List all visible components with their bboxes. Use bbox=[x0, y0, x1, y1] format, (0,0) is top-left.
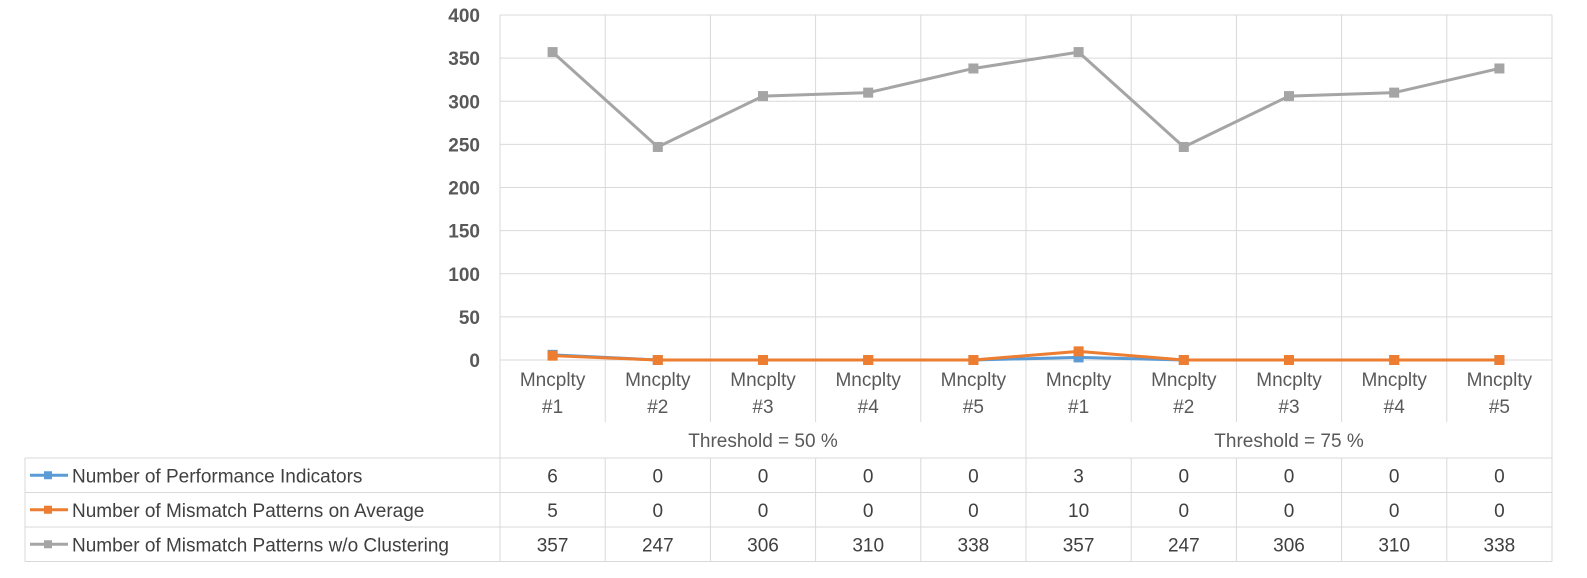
x-category-label: Mncplty #2 bbox=[1151, 370, 1217, 418]
y-tick-label: 0 bbox=[469, 351, 480, 372]
x-category-label: Mncplty #2 bbox=[625, 370, 691, 418]
table-cell-value: 0 bbox=[1284, 501, 1295, 522]
data-point-marker bbox=[758, 355, 768, 365]
series-line bbox=[552, 349, 1500, 362]
x-category-label: Mncplty #1 bbox=[1046, 370, 1112, 418]
legend-series-name: Number of Mismatch Patterns on Average bbox=[72, 501, 424, 522]
data-point-marker bbox=[968, 355, 979, 365]
y-tick-label: 300 bbox=[448, 92, 480, 113]
table-cell-value: 0 bbox=[1494, 466, 1505, 487]
data-point-marker bbox=[1178, 141, 1189, 152]
table-cell-value: 310 bbox=[1378, 535, 1410, 556]
table-cell-value: 247 bbox=[1168, 535, 1200, 556]
table-cell-value: 0 bbox=[1179, 501, 1190, 522]
series-line bbox=[551, 50, 1500, 149]
data-point-marker bbox=[1284, 355, 1294, 365]
series-lines bbox=[547, 47, 1505, 365]
table-cell-value: 0 bbox=[758, 466, 769, 487]
table-cell-value: 5 bbox=[547, 501, 558, 522]
table-cell-value: 0 bbox=[1389, 501, 1400, 522]
table-cell-value: 0 bbox=[653, 466, 664, 487]
group-label: Threshold = 50 % bbox=[688, 431, 838, 452]
table-cell-value: 3 bbox=[1073, 466, 1084, 487]
y-tick-label: 250 bbox=[448, 135, 480, 156]
table-cell-value: 0 bbox=[1179, 466, 1190, 487]
table-cell-value: 357 bbox=[537, 535, 569, 556]
data-point-marker bbox=[652, 355, 663, 365]
legend-series-name: Number of Mismatch Patterns w/o Clusteri… bbox=[72, 535, 449, 556]
x-category-label: Mncplty #4 bbox=[835, 370, 901, 418]
table-cell-value: 306 bbox=[1273, 535, 1305, 556]
table-cell-value: 357 bbox=[1063, 535, 1095, 556]
table-cell-value: 247 bbox=[642, 535, 674, 556]
x-axis-categories: Mncplty #1 Mncplty #2 Mncplty #3 Mncplty #4 Mncp… bbox=[520, 370, 1533, 452]
data-point-marker bbox=[758, 91, 768, 102]
table-cell-value: 0 bbox=[968, 501, 979, 522]
data-table: Number of Performance Indicators 6 0 0 0 0 3 0 0… bbox=[24, 422, 1553, 562]
y-tick-label: 350 bbox=[448, 49, 480, 70]
x-category-label: Mncplty #5 bbox=[1467, 370, 1533, 418]
data-point-marker bbox=[1389, 87, 1400, 98]
y-tick-label: 400 bbox=[448, 6, 480, 27]
table-cell-value: 0 bbox=[968, 466, 979, 487]
x-category-label: Mncplty #1 bbox=[520, 370, 586, 418]
x-category-label: Mncplty #4 bbox=[1361, 370, 1427, 418]
y-tick-label: 50 bbox=[459, 308, 480, 329]
data-point-marker bbox=[1284, 91, 1294, 102]
table-cell-value: 0 bbox=[1284, 466, 1295, 487]
table-cell-value: 338 bbox=[1484, 535, 1516, 556]
data-point-marker bbox=[1073, 47, 1084, 58]
data-point-marker bbox=[1494, 63, 1505, 74]
table-cell-value: 6 bbox=[547, 466, 558, 487]
table-cell-value: 0 bbox=[863, 501, 874, 522]
table-cell-value: 0 bbox=[758, 501, 769, 522]
data-point-marker bbox=[547, 47, 558, 58]
data-point-marker bbox=[863, 87, 874, 98]
data-point-marker bbox=[1178, 355, 1189, 365]
gridlines bbox=[499, 14, 1553, 422]
table-cell-value: 10 bbox=[1068, 501, 1089, 522]
data-point-marker bbox=[1494, 355, 1505, 365]
x-category-label: Mncplty #3 bbox=[1256, 370, 1322, 418]
y-tick-label: 100 bbox=[448, 265, 480, 286]
table-cell-value: 0 bbox=[1494, 501, 1505, 522]
table-cell-value: 306 bbox=[747, 535, 779, 556]
y-axis-ticks: 0 50 100 150 200 250 300 350 400 bbox=[448, 6, 480, 372]
x-category-label: Mncplty #3 bbox=[730, 370, 796, 418]
x-category-label: Mncplty #5 bbox=[941, 370, 1007, 418]
legend-series-name: Number of Performance Indicators bbox=[72, 466, 362, 487]
data-point-marker bbox=[863, 355, 874, 365]
table-cell-value: 310 bbox=[852, 535, 884, 556]
y-tick-label: 150 bbox=[448, 222, 480, 243]
table-cell-value: 0 bbox=[863, 466, 874, 487]
table-cell-value: 0 bbox=[1389, 466, 1400, 487]
data-point-marker bbox=[1073, 346, 1084, 357]
data-point-marker bbox=[652, 141, 663, 152]
group-label: Threshold = 75 % bbox=[1214, 431, 1364, 452]
legend-key-marker bbox=[44, 505, 52, 514]
data-point-marker bbox=[968, 63, 979, 74]
y-tick-label: 200 bbox=[448, 179, 480, 200]
legend-key-marker bbox=[44, 471, 52, 480]
table-cell-value: 338 bbox=[958, 535, 990, 556]
data-point-marker bbox=[547, 350, 558, 361]
table-cell-value: 0 bbox=[653, 501, 664, 522]
legend-key-marker bbox=[44, 540, 52, 549]
data-point-marker bbox=[1073, 352, 1084, 363]
data-point-marker bbox=[1389, 355, 1400, 365]
